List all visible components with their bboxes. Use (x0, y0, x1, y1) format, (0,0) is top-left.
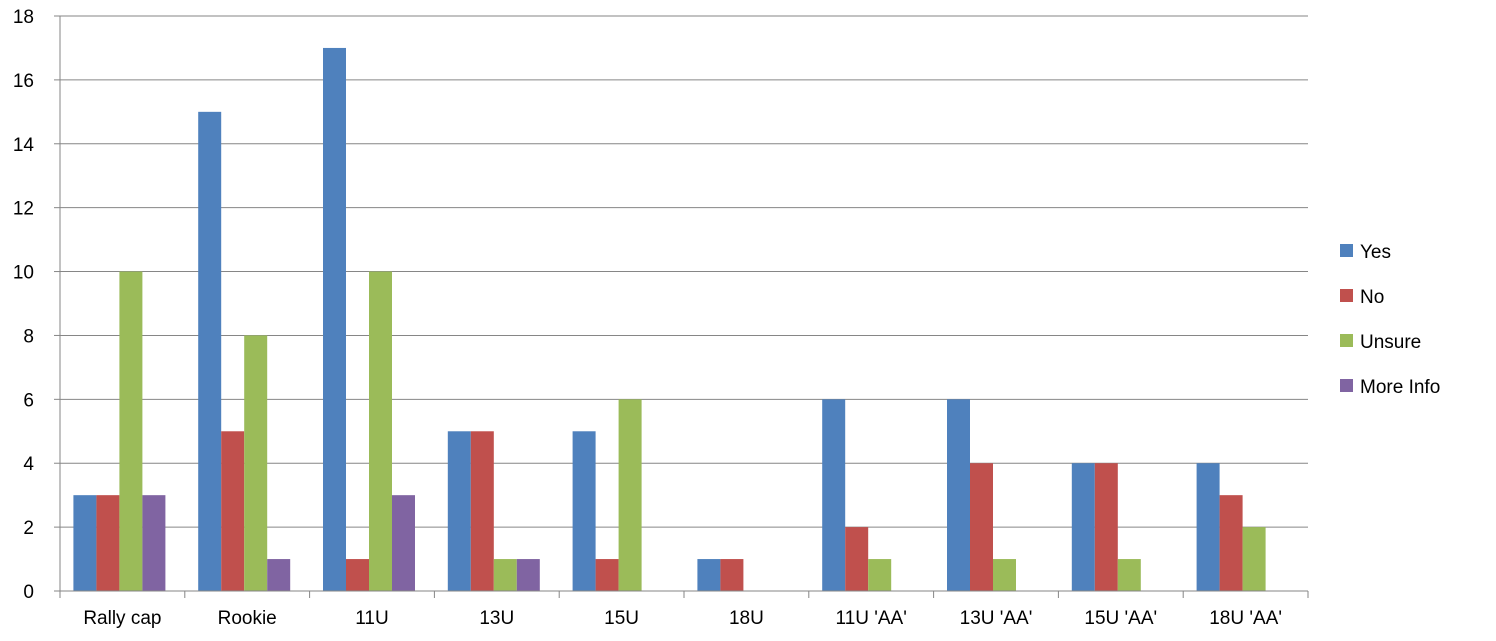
y-axis-tick-labels: 0 2 4 6 8 10 12 14 16 18 (13, 7, 35, 603)
bar-no-11u-aa (845, 527, 869, 591)
x-tick-label: 11U 'AA' (836, 608, 907, 629)
bar-no-rookie (221, 431, 245, 591)
bar-yes-18u-aa (1196, 463, 1220, 591)
legend-label-no: No (1360, 287, 1384, 308)
bar-more-info-rookie (267, 559, 291, 591)
bar-unsure-11u-aa (868, 559, 892, 591)
bar-yes-15u-aa (1071, 463, 1095, 591)
bar-yes-rally-cap (73, 495, 97, 591)
y-tick-label: 8 (23, 326, 34, 347)
bar-unsure-11u (369, 271, 392, 591)
bar-no-13u-aa (970, 463, 993, 591)
bar-no-15u-aa (1094, 463, 1118, 591)
x-tick-label: 15U (604, 608, 639, 629)
y-tick-label: 4 (23, 454, 34, 475)
x-tick-label: 11U (355, 608, 388, 629)
x-tick-label: Rookie (218, 608, 277, 629)
bar-unsure-15u (618, 399, 642, 591)
x-tick-label: 18U (729, 608, 764, 629)
y-tick-label: 0 (23, 582, 34, 603)
legend-swatch-more-info (1340, 379, 1353, 392)
x-tick-label: 15U 'AA' (1084, 608, 1157, 629)
bar-no-13u (470, 431, 494, 591)
bar-more-info-rally-cap (142, 495, 166, 591)
bar-more-info-11u (392, 495, 415, 591)
legend-label-more-info: More Info (1360, 377, 1440, 398)
x-tick-label: 18U 'AA' (1209, 608, 1282, 629)
bar-no-15u (595, 559, 619, 591)
x-tick-label: Rally cap (83, 608, 161, 629)
bar-unsure-13u-aa (993, 559, 1016, 591)
y-tick-label: 10 (13, 263, 34, 284)
bar-more-info-13u (516, 559, 540, 591)
y-tick-label: 12 (13, 199, 34, 220)
bar-yes-11u-aa (822, 399, 846, 591)
x-tick-label: 13U 'AA' (960, 608, 1033, 629)
bar-unsure-rookie (244, 335, 268, 591)
bar-no-18u (720, 559, 744, 591)
bar-yes-15u (572, 431, 596, 591)
axes (54, 15, 1309, 598)
legend: Yes No Unsure More Info (1340, 242, 1440, 398)
legend-label-yes: Yes (1360, 242, 1391, 263)
legend-label-unsure: Unsure (1360, 332, 1421, 353)
bar-unsure-rally-cap (119, 271, 143, 591)
y-tick-label: 2 (23, 518, 34, 539)
y-tick-label: 18 (13, 7, 34, 28)
bar-unsure-13u (493, 559, 517, 591)
y-tick-label: 16 (13, 71, 34, 92)
bar-no-18u-aa (1219, 495, 1243, 591)
legend-swatch-unsure (1340, 334, 1353, 347)
y-tick-label: 14 (13, 135, 35, 156)
legend-swatch-yes (1340, 244, 1353, 257)
bars (73, 47, 1266, 591)
bar-yes-13u-aa (947, 399, 970, 591)
legend-swatch-no (1340, 289, 1353, 302)
x-axis-tick-labels: Rally cap Rookie 11U 13U 15U 18U 11U 'AA' 13U '… (83, 608, 1282, 629)
bar-unsure-18u-aa (1242, 527, 1266, 591)
bar-yes-11u (323, 47, 346, 591)
bar-yes-rookie (198, 111, 222, 591)
bar-no-11u (346, 559, 369, 591)
bar-yes-18u (697, 559, 721, 591)
y-tick-label: 6 (23, 390, 34, 411)
x-tick-label: 13U (479, 608, 514, 629)
bar-unsure-15u-aa (1117, 559, 1141, 591)
bar-yes-13u (447, 431, 471, 591)
bar-no-rally-cap (96, 495, 120, 591)
gridlines (60, 15, 1308, 528)
